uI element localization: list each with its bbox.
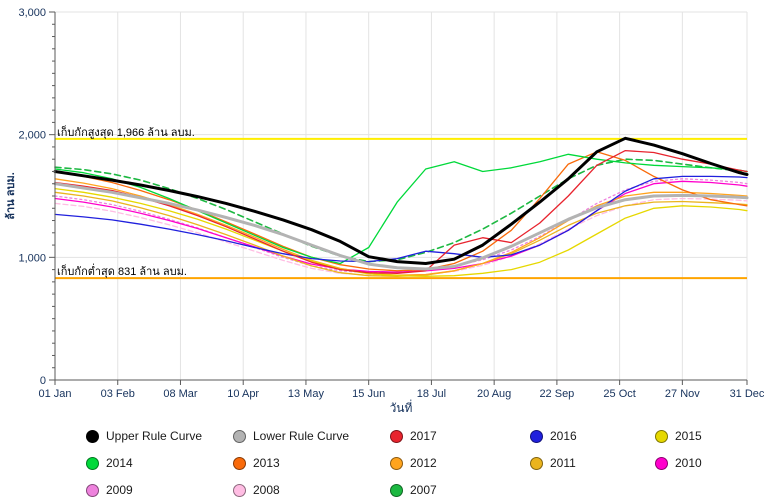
x-tick-label: 20 Aug (477, 388, 511, 400)
legend-label: 2017 (410, 429, 437, 443)
legend-item-2017[interactable]: 2017 (390, 428, 530, 444)
y-tick-label: 2,000 (18, 130, 46, 142)
legend-label: 2010 (675, 456, 702, 470)
x-tick-label: 01 Jan (38, 388, 71, 400)
legend-label: 2011 (550, 456, 576, 470)
legend-marker (390, 483, 403, 497)
y-tick-label: 3,000 (18, 7, 46, 19)
plot-area: 0 1,000 2,000 3,000 01 Jan 03 Feb 08 Mar 10 Apr… (18, 7, 765, 400)
series-upper-rule-curve (53, 136, 749, 265)
legend-label: 2013 (253, 456, 280, 470)
legend-label: 2009 (106, 483, 133, 497)
legend-marker (86, 429, 99, 443)
series-2013 (54, 151, 748, 272)
legend-marker (233, 456, 246, 470)
legend-item-2012[interactable]: 2012 (390, 455, 530, 471)
series-2017 (54, 149, 748, 274)
max-storage-label: เก็บกักสูงสุด 1,966 ล้าน ลบม. (57, 127, 195, 139)
legend-label: 2012 (410, 456, 437, 470)
series-lower-rule-curve (53, 182, 749, 271)
series-2016 (54, 175, 748, 263)
legend-marker (655, 429, 668, 443)
legend-marker (86, 456, 99, 470)
x-tick-label: 15 Jun (352, 388, 385, 400)
legend-item-2011[interactable]: 2011 (530, 455, 655, 471)
x-tick-label: 13 May (288, 388, 325, 400)
legend-marker (233, 483, 246, 497)
legend-item-2014[interactable]: 2014 (86, 455, 233, 471)
legend-label: 2016 (550, 429, 577, 443)
x-tick-label: 22 Sep (539, 388, 574, 400)
chart-legend: Upper Rule Curve Lower Rule Curve 2017 2016… (86, 428, 765, 498)
min-storage-label: เก็บกักต่ำสุด 831 ล้าน ลบม. (57, 266, 187, 278)
legend-item-2013[interactable]: 2013 (233, 455, 390, 471)
legend-label: 2007 (410, 483, 437, 497)
legend-marker (233, 429, 246, 443)
series-2007 (54, 158, 748, 263)
legend-item-2007[interactable]: 2007 (390, 482, 530, 498)
series-2015 (54, 187, 748, 277)
x-tick-label: 27 Nov (665, 388, 700, 400)
series-2012 (54, 178, 748, 276)
x-tick-label: 03 Feb (101, 388, 135, 400)
x-axis-title: วันที่ (389, 401, 413, 415)
series-2014 (54, 153, 748, 265)
x-tick-label: 10 Apr (227, 388, 259, 400)
legend-label: 2014 (106, 456, 133, 470)
y-tick-label: 1,000 (18, 252, 46, 264)
legend-item-2016[interactable]: 2016 (530, 428, 655, 444)
legend-item-2015[interactable]: 2015 (655, 428, 765, 444)
legend-label: 2008 (253, 483, 280, 497)
legend-marker (390, 456, 403, 470)
legend-item-2008[interactable]: 2008 (233, 482, 390, 498)
legend-marker (530, 456, 543, 470)
y-axis-title: ล้าน ลบม. (5, 172, 17, 220)
legend-item-2010[interactable]: 2010 (655, 455, 765, 471)
legend-marker (655, 456, 668, 470)
legend-item-2009[interactable]: 2009 (86, 482, 233, 498)
legend-label: 2015 (675, 429, 702, 443)
x-tick-label: 31 Dec (730, 388, 765, 400)
x-tick-label: 08 Mar (163, 388, 198, 400)
legend-marker (86, 483, 99, 497)
legend-item-lower-rule-curve[interactable]: Lower Rule Curve (233, 428, 390, 444)
x-tick-label: 18 Jul (417, 388, 446, 400)
x-tick-label: 25 Oct (603, 388, 635, 400)
y-tick-label: 0 (40, 375, 46, 387)
legend-marker (390, 429, 403, 443)
legend-label: Lower Rule Curve (253, 429, 350, 443)
legend-item-upper-rule-curve[interactable]: Upper Rule Curve (86, 428, 233, 444)
legend-label: Upper Rule Curve (106, 429, 203, 443)
legend-marker (530, 429, 543, 443)
